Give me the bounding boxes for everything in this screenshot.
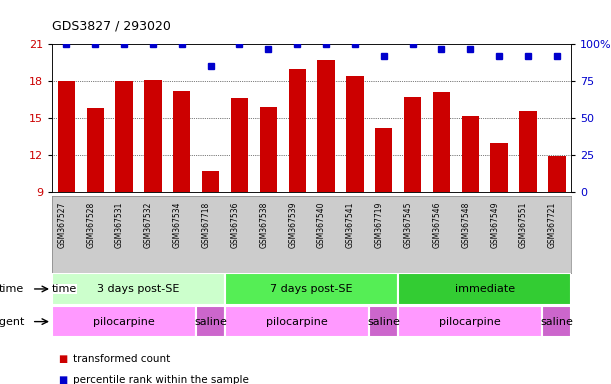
Text: saline: saline <box>540 316 573 327</box>
Text: 3 days post-SE: 3 days post-SE <box>97 284 180 294</box>
Text: GSM367540: GSM367540 <box>317 202 326 248</box>
Text: time: time <box>0 284 24 294</box>
Text: GSM367528: GSM367528 <box>86 202 95 248</box>
Bar <box>398 306 543 337</box>
Text: pilocarpine: pilocarpine <box>266 316 328 327</box>
Bar <box>398 273 571 305</box>
Text: GSM367534: GSM367534 <box>173 202 182 248</box>
Text: agent: agent <box>0 316 24 327</box>
Text: GSM367549: GSM367549 <box>490 202 499 248</box>
Text: GSM367541: GSM367541 <box>346 202 355 248</box>
Text: GSM367718: GSM367718 <box>202 202 211 248</box>
Bar <box>173 91 191 192</box>
Text: GSM367532: GSM367532 <box>144 202 153 248</box>
Bar <box>52 306 196 337</box>
Bar <box>288 69 306 192</box>
Text: GSM367539: GSM367539 <box>288 202 297 248</box>
Bar <box>462 116 479 192</box>
Bar <box>225 273 398 305</box>
Bar <box>115 81 133 192</box>
Text: GSM367548: GSM367548 <box>461 202 470 248</box>
Bar <box>433 92 450 192</box>
Bar <box>317 60 335 192</box>
Bar <box>375 128 392 192</box>
Text: GSM367551: GSM367551 <box>519 202 528 248</box>
Text: percentile rank within the sample: percentile rank within the sample <box>73 375 249 384</box>
Bar <box>548 156 566 192</box>
Bar <box>196 306 225 337</box>
Text: GSM367527: GSM367527 <box>57 202 67 248</box>
Bar <box>57 81 75 192</box>
Text: ■: ■ <box>58 354 67 364</box>
Bar <box>519 111 536 192</box>
Bar <box>144 80 161 192</box>
Text: GDS3827 / 293020: GDS3827 / 293020 <box>52 20 171 33</box>
Bar <box>52 273 225 305</box>
Text: saline: saline <box>194 316 227 327</box>
Text: transformed count: transformed count <box>73 354 170 364</box>
Bar <box>225 306 369 337</box>
Bar <box>260 107 277 192</box>
Text: GSM367531: GSM367531 <box>115 202 124 248</box>
Bar <box>87 108 104 192</box>
Bar <box>369 306 398 337</box>
Text: pilocarpine: pilocarpine <box>93 316 155 327</box>
Text: GSM367546: GSM367546 <box>433 202 442 248</box>
Text: ■: ■ <box>58 375 67 384</box>
Text: GSM367721: GSM367721 <box>548 202 557 248</box>
Text: 7 days post-SE: 7 days post-SE <box>270 284 353 294</box>
Bar <box>491 143 508 192</box>
Bar <box>543 306 571 337</box>
Text: time: time <box>52 284 78 294</box>
Bar <box>202 171 219 192</box>
Text: GSM367536: GSM367536 <box>230 202 240 248</box>
Bar <box>231 98 248 192</box>
Bar <box>346 76 364 192</box>
Text: immediate: immediate <box>455 284 515 294</box>
Text: GSM367538: GSM367538 <box>259 202 268 248</box>
Bar <box>404 97 421 192</box>
Text: pilocarpine: pilocarpine <box>439 316 501 327</box>
Text: saline: saline <box>367 316 400 327</box>
Text: GSM367719: GSM367719 <box>375 202 384 248</box>
Text: GSM367545: GSM367545 <box>404 202 412 248</box>
